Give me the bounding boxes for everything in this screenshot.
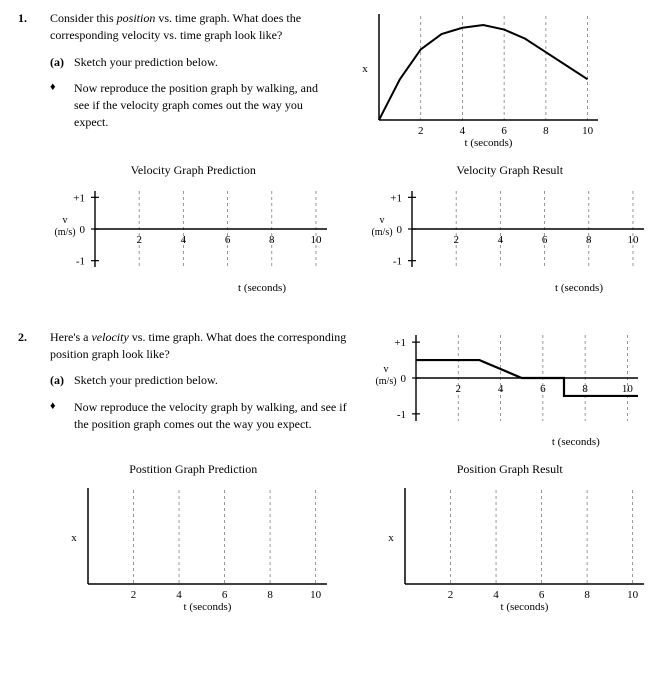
graph-title: Postition Graph Prediction xyxy=(50,461,337,478)
svg-text:8: 8 xyxy=(269,234,275,246)
svg-text:6: 6 xyxy=(540,383,546,395)
question-text: Here's a velocity vs. time graph. What d… xyxy=(50,329,360,363)
question-1: 1. Consider this position vs. time graph… xyxy=(18,10,653,295)
svg-text:10: 10 xyxy=(627,234,639,246)
question-body: Here's a velocity vs. time graph. What d… xyxy=(50,329,653,614)
svg-text:0: 0 xyxy=(396,224,402,236)
graph-title: Velocity Graph Result xyxy=(367,162,654,179)
svg-text:2: 2 xyxy=(137,234,143,246)
graph-title: Position Graph Result xyxy=(367,461,654,478)
sub-text: Sketch your prediction below. xyxy=(74,372,218,389)
diamond-icon: ♦ xyxy=(50,399,74,433)
svg-text:8: 8 xyxy=(584,589,590,601)
svg-text:+1: +1 xyxy=(390,192,402,204)
svg-text:6: 6 xyxy=(222,589,228,601)
svg-text:4: 4 xyxy=(181,234,187,246)
svg-text:v: v xyxy=(379,215,384,226)
svg-text:8: 8 xyxy=(543,125,549,137)
question-body: Consider this position vs. time graph. W… xyxy=(50,10,653,295)
svg-text:t (seconds): t (seconds) xyxy=(500,601,548,613)
question-number: 2. xyxy=(18,329,50,614)
velocity-graph: 2 4 6 8 10 -1 0 +1 v(m/s) t (seconds) xyxy=(374,329,644,449)
svg-text:8: 8 xyxy=(268,589,274,601)
bullet-text: Now reproduce the position graph by walk… xyxy=(74,80,330,130)
svg-text:4: 4 xyxy=(497,234,503,246)
svg-text:4: 4 xyxy=(498,383,504,395)
svg-text:x: x xyxy=(362,63,368,75)
svg-text:-1: -1 xyxy=(397,409,406,421)
svg-text:10: 10 xyxy=(310,589,322,601)
diamond-icon: ♦ xyxy=(50,80,74,130)
svg-text:x: x xyxy=(388,532,394,544)
svg-text:-1: -1 xyxy=(393,255,402,267)
svg-text:4: 4 xyxy=(177,589,183,601)
sub-label: (a) xyxy=(50,54,74,71)
svg-text:2: 2 xyxy=(456,383,462,395)
svg-text:0: 0 xyxy=(401,373,407,385)
svg-text:v: v xyxy=(63,215,68,226)
svg-text:t (seconds): t (seconds) xyxy=(238,282,286,294)
velocity-prediction-graph: 2 4 6 8 10 -1 0 +1 v(m/s) t (seconds) xyxy=(50,185,337,295)
velocity-result-graph: 2 4 6 8 10 -1 0 +1 v(m/s) t (seconds) xyxy=(367,185,654,295)
svg-text:2: 2 xyxy=(453,234,459,246)
svg-text:+1: +1 xyxy=(74,192,86,204)
question-2: 2. Here's a velocity vs. time graph. Wha… xyxy=(18,329,653,614)
svg-text:4: 4 xyxy=(460,125,466,137)
svg-text:t (seconds): t (seconds) xyxy=(465,137,513,149)
svg-text:t (seconds): t (seconds) xyxy=(555,282,603,294)
svg-text:2: 2 xyxy=(418,125,424,137)
svg-text:6: 6 xyxy=(501,125,507,137)
svg-text:6: 6 xyxy=(539,589,545,601)
position-result-graph: 2 4 6 8 10 x t (seconds) xyxy=(367,484,654,614)
svg-text:10: 10 xyxy=(627,589,639,601)
sub-text: Sketch your prediction below. xyxy=(74,54,218,71)
svg-text:0: 0 xyxy=(80,224,86,236)
svg-text:(m/s): (m/s) xyxy=(371,227,392,238)
svg-text:6: 6 xyxy=(542,234,548,246)
svg-text:2: 2 xyxy=(448,589,454,601)
svg-text:8: 8 xyxy=(586,234,592,246)
svg-text:t (seconds): t (seconds) xyxy=(184,601,232,613)
svg-text:(m/s): (m/s) xyxy=(375,376,396,387)
svg-text:x: x xyxy=(72,532,78,544)
svg-text:v: v xyxy=(384,364,389,375)
svg-text:(m/s): (m/s) xyxy=(55,227,76,238)
svg-text:-1: -1 xyxy=(76,255,85,267)
svg-text:8: 8 xyxy=(582,383,588,395)
question-text: Consider this position vs. time graph. W… xyxy=(50,10,330,44)
svg-text:10: 10 xyxy=(622,383,634,395)
question-number: 1. xyxy=(18,10,50,295)
position-prediction-graph: 2 4 6 8 10 x t (seconds) xyxy=(50,484,337,614)
position-graph: 2 4 6 8 10 x t (seconds) xyxy=(344,10,604,150)
sub-label: (a) xyxy=(50,372,74,389)
svg-text:4: 4 xyxy=(493,589,499,601)
svg-text:6: 6 xyxy=(225,234,231,246)
svg-text:+1: +1 xyxy=(394,337,406,349)
bullet-text: Now reproduce the velocity graph by walk… xyxy=(74,399,360,433)
svg-text:10: 10 xyxy=(582,125,594,137)
graph-title: Velocity Graph Prediction xyxy=(50,162,337,179)
svg-text:2: 2 xyxy=(131,589,137,601)
svg-text:t (seconds): t (seconds) xyxy=(552,436,600,448)
svg-text:10: 10 xyxy=(311,234,323,246)
